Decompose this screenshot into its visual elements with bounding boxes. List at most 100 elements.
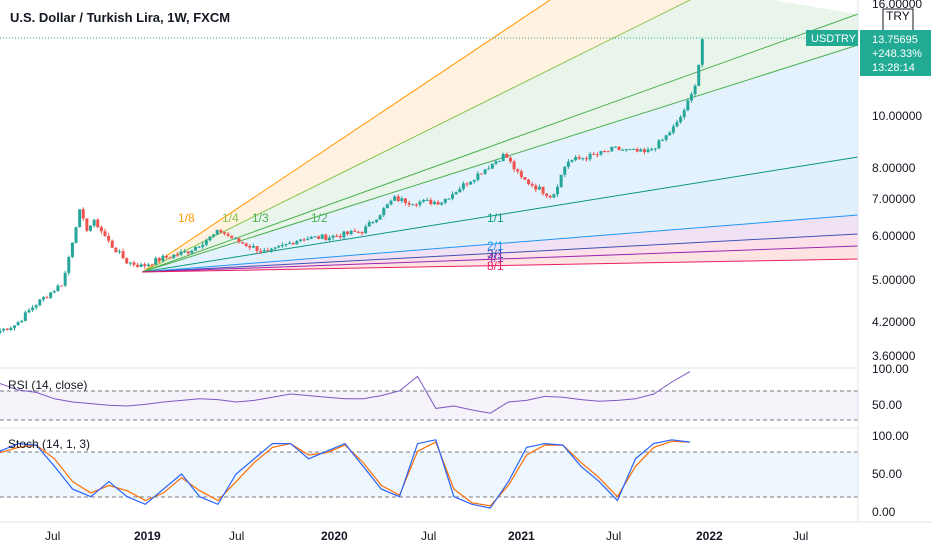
candle-body xyxy=(70,242,74,258)
candle-body xyxy=(259,251,263,253)
candle-body xyxy=(700,39,704,65)
candle-body xyxy=(483,169,487,174)
candle-body xyxy=(85,218,89,231)
candle-body xyxy=(81,209,85,219)
candle-body xyxy=(273,247,277,249)
fan-line xyxy=(142,258,859,273)
symbol-badge[interactable]: USDTRY 13.75695 +248.33% 13:28:14 xyxy=(806,30,931,76)
candle-body xyxy=(494,161,498,164)
candle-body xyxy=(385,204,389,209)
candle-body xyxy=(581,158,585,160)
candle-body xyxy=(5,328,9,330)
candle-body xyxy=(628,149,632,151)
price-tick: 6.00000 xyxy=(872,229,916,243)
candle-body xyxy=(38,299,42,306)
candle-body xyxy=(107,235,111,241)
candle-body xyxy=(682,110,686,118)
candle-body xyxy=(432,201,436,204)
candle-body xyxy=(479,173,483,175)
candle-body xyxy=(125,258,129,264)
time-tick: 2021 xyxy=(508,529,535,543)
candle-body xyxy=(67,257,71,273)
candle-body xyxy=(632,148,636,150)
candle-body xyxy=(175,254,179,256)
candle-body xyxy=(584,158,588,160)
time-tick: 2020 xyxy=(321,529,348,543)
candle-body xyxy=(226,233,230,236)
fan-line xyxy=(142,233,859,273)
candle-body xyxy=(378,215,382,220)
candle-body xyxy=(624,149,628,151)
candle-body xyxy=(523,177,527,180)
last-price: 13.75695 xyxy=(872,34,918,46)
candle-body xyxy=(349,230,353,234)
candle-body xyxy=(577,157,581,159)
candle-body xyxy=(650,148,654,150)
price-tick: 16.00000 xyxy=(872,0,922,11)
candle-body xyxy=(425,199,429,201)
price-panel[interactable]: 1/8 1/4 1/3 1/2 1/1 2/13/14/18/1 U.S. Dollar … xyxy=(0,0,859,335)
candle-body xyxy=(465,183,469,185)
rsi-panel[interactable]: RSI (14, close) xyxy=(0,371,858,421)
stoch-tick: 100.00 xyxy=(872,429,909,443)
candle-body xyxy=(396,196,400,202)
candle-body xyxy=(342,231,346,238)
rsi-label: RSI (14, close) xyxy=(8,378,87,392)
candle-body xyxy=(12,325,16,328)
candle-body xyxy=(277,246,281,248)
time-tick: Jul xyxy=(793,529,808,543)
time-tick: 2019 xyxy=(134,529,161,543)
time-axis[interactable]: Jul 2019 Jul 2020 Jul 2021 Jul 2022 Jul xyxy=(0,521,932,543)
fan-level-label: 1/2 xyxy=(311,211,328,225)
candle-body xyxy=(440,202,444,205)
time-tick: 2022 xyxy=(696,529,723,543)
fan-line xyxy=(142,44,859,273)
candle-body xyxy=(121,251,125,259)
candle-body xyxy=(360,231,364,234)
candle-body xyxy=(186,251,190,254)
candle-body xyxy=(686,100,690,111)
candle-body xyxy=(295,240,299,245)
candle-body xyxy=(190,250,194,254)
stoch-label: Stoch (14, 1, 3) xyxy=(8,437,90,451)
candle-body xyxy=(603,151,607,153)
candle-body xyxy=(429,199,433,204)
price-tick: 8.00000 xyxy=(872,161,916,175)
candle-body xyxy=(400,198,404,202)
candle-body xyxy=(74,227,78,243)
candle-body xyxy=(237,238,241,243)
stoch-panel[interactable]: Stoch (14, 1, 3) xyxy=(0,437,858,509)
candle-body xyxy=(642,149,646,152)
candle-body xyxy=(168,257,172,259)
candle-body xyxy=(411,204,415,206)
fan-line xyxy=(142,13,859,273)
candle-body xyxy=(197,246,201,248)
candle-body xyxy=(418,201,422,205)
candle-body xyxy=(613,146,617,148)
fan-level-label: 4/1 xyxy=(487,251,504,265)
candle-body xyxy=(179,251,183,255)
candle-body xyxy=(508,157,512,162)
candle-body xyxy=(0,330,2,333)
rsi-line xyxy=(0,371,691,414)
rsi-tick: 50.00 xyxy=(872,398,902,412)
stoch-tick: 50.00 xyxy=(872,467,902,481)
candle-body xyxy=(117,251,121,253)
candle-body xyxy=(306,238,310,241)
candle-body xyxy=(291,242,295,245)
candle-body xyxy=(501,153,505,162)
candle-body xyxy=(436,201,440,205)
candle-body xyxy=(270,248,274,252)
bar-countdown: 13:28:14 xyxy=(872,62,915,74)
candle-body xyxy=(27,310,31,313)
candle-body xyxy=(534,185,538,190)
candle-body xyxy=(382,208,386,216)
candle-body xyxy=(208,236,212,241)
candle-body xyxy=(60,285,64,287)
fan-line xyxy=(142,156,859,273)
candle-body xyxy=(222,232,226,234)
currency-label: TRY xyxy=(886,9,910,23)
candle-body xyxy=(595,154,599,156)
stoch-tick: 0.00 xyxy=(872,505,896,519)
price-scale[interactable]: 16.00000 TRY 10.00000 8.00000 7.00000 6.… xyxy=(806,0,932,522)
